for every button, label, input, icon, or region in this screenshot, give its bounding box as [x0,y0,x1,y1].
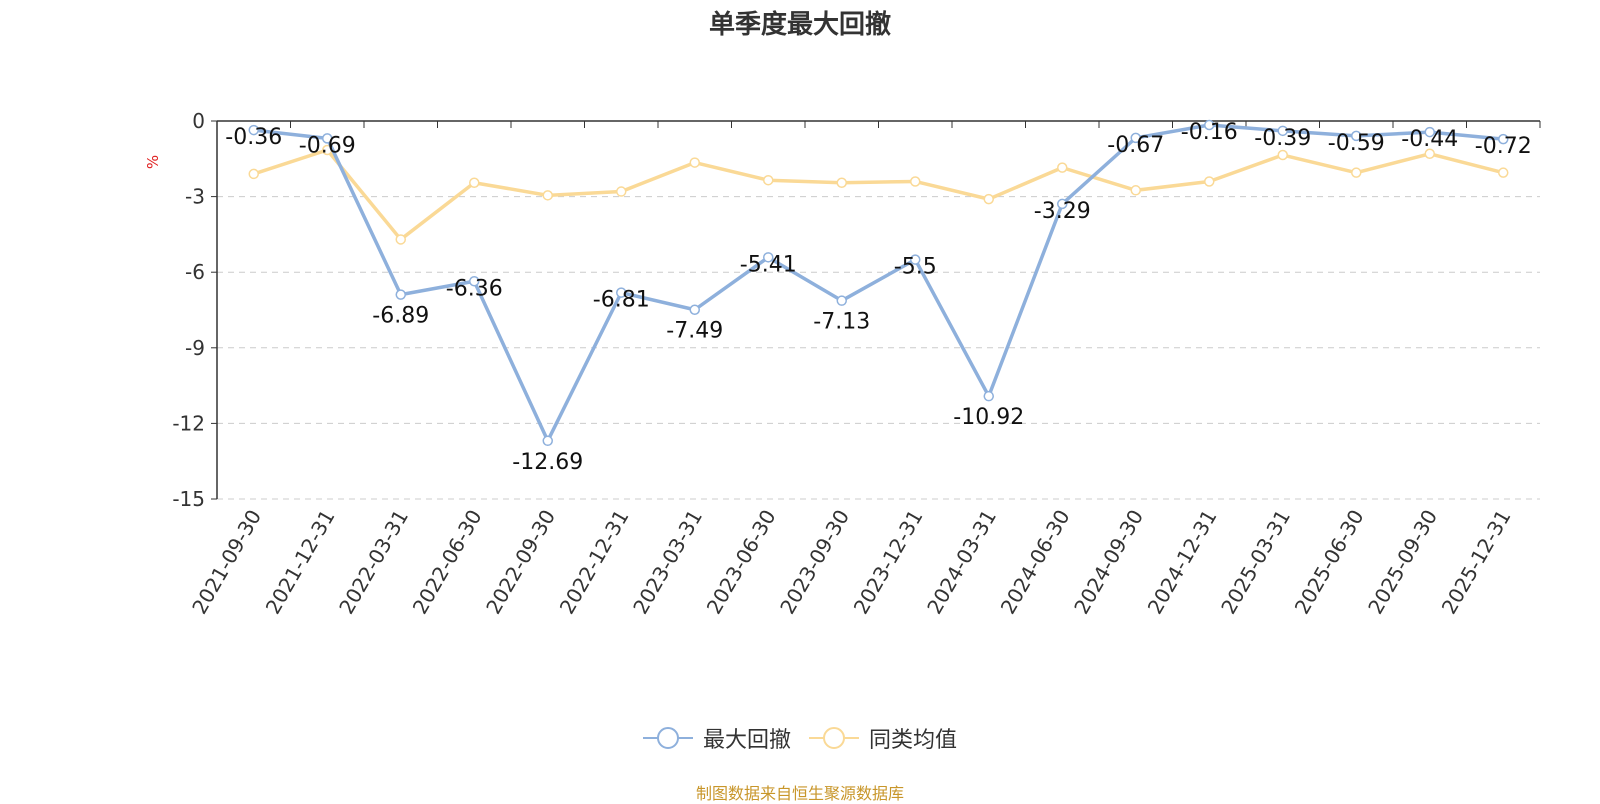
data-point [1498,167,1509,178]
y-tick-label: -9 [185,336,205,360]
data-label: -0.69 [299,133,356,158]
x-tick-label: 2024-12-31 [1143,506,1222,619]
y-tick-label: 0 [192,109,205,133]
data-point [689,157,700,168]
series-line [253,148,1504,242]
data-label: -5.5 [894,255,937,280]
data-point [910,254,921,265]
x-tick-label: 2021-09-30 [187,506,266,619]
data-point [836,177,847,188]
data-point [983,390,994,402]
legend: 最大回撤 同类均值 [0,722,1600,754]
data-label: -0.39 [1254,126,1311,151]
data-label: -0.59 [1328,131,1385,156]
data-point [836,295,847,306]
x-tick-label: 2022-12-31 [555,506,634,619]
data-label: -0.16 [1181,120,1238,145]
data-point [616,186,627,197]
x-tick-label: 2025-12-31 [1437,506,1516,619]
x-tick-label: 2023-03-31 [628,506,707,619]
y-tick-label: -15 [172,487,205,511]
x-tick-label: 2022-09-30 [481,506,560,619]
x-tick-label: 2023-09-30 [775,506,854,619]
x-tick-label: 2025-09-30 [1363,506,1442,619]
x-tick-label: 2023-12-31 [849,506,928,619]
x-tick-label: 2024-06-30 [996,506,1075,619]
x-tick-label: 2025-03-31 [1216,506,1295,619]
data-point [1498,133,1509,145]
x-tick-label: 2023-06-30 [702,506,781,619]
data-label: -0.72 [1475,134,1532,159]
x-tick-label: 2024-03-31 [922,506,1001,619]
data-label: -6.81 [593,288,650,313]
y-axis-label: % [144,155,162,169]
x-tick-label: 2022-03-31 [334,506,413,619]
data-point [1204,176,1215,187]
data-point [542,435,553,447]
data-point [469,276,480,287]
data-point [395,234,406,245]
legend-label: 最大回撤 [702,728,791,753]
y-tick-label: -3 [185,185,205,209]
data-point [763,252,774,263]
data-point [1130,132,1141,144]
data-point [248,168,259,180]
data-point [248,124,259,136]
data-point [1130,185,1141,196]
data-label: -3.29 [1034,199,1091,224]
data-point [542,190,553,201]
data-label: -0.44 [1401,127,1458,152]
data-label: -12.69 [512,450,583,475]
data-label: -0.36 [225,125,282,150]
data-point [1057,198,1068,210]
data-label: -7.13 [813,310,870,335]
legend-marker-icon [642,727,693,749]
data-point [1057,162,1068,173]
x-tick-label: 2025-06-30 [1290,506,1369,619]
x-tick-label: 2021-12-31 [261,506,340,619]
legend-label: 同类均值 [869,728,958,753]
data-label: -5.41 [740,252,797,277]
data-label: -7.49 [666,319,723,344]
data-point [469,177,480,188]
legend-item-max-drawdown[interactable]: 最大回撤 [642,722,791,754]
x-tick-label: 2022-06-30 [408,506,487,619]
data-point [1277,125,1288,137]
chart-title: 单季度最大回撤 [708,10,891,40]
data-point [910,176,921,187]
data-point [616,287,627,298]
data-label: -6.89 [372,304,429,329]
data-point [1204,119,1215,131]
data-point [1277,149,1288,161]
data-label: -10.92 [953,405,1024,430]
data-point [1424,148,1435,160]
data-source: 制图数据来自恒生聚源数据库 [695,784,904,803]
data-point [395,289,406,300]
data-label: -6.36 [446,276,503,301]
data-point [1424,126,1435,138]
y-tick-label: -12 [172,411,205,435]
series-line [253,123,1504,443]
y-tick-label: -6 [185,260,205,284]
x-tick-label: 2024-09-30 [1069,506,1148,619]
legend-marker-icon [809,727,859,749]
data-point [983,193,994,205]
data-point [689,304,700,315]
data-point [763,174,774,186]
legend-item-peer-average[interactable]: 同类均值 [809,722,957,754]
data-point [1351,130,1362,142]
data-point [1351,167,1362,178]
data-point [322,133,333,144]
data-label: -0.67 [1107,133,1164,158]
